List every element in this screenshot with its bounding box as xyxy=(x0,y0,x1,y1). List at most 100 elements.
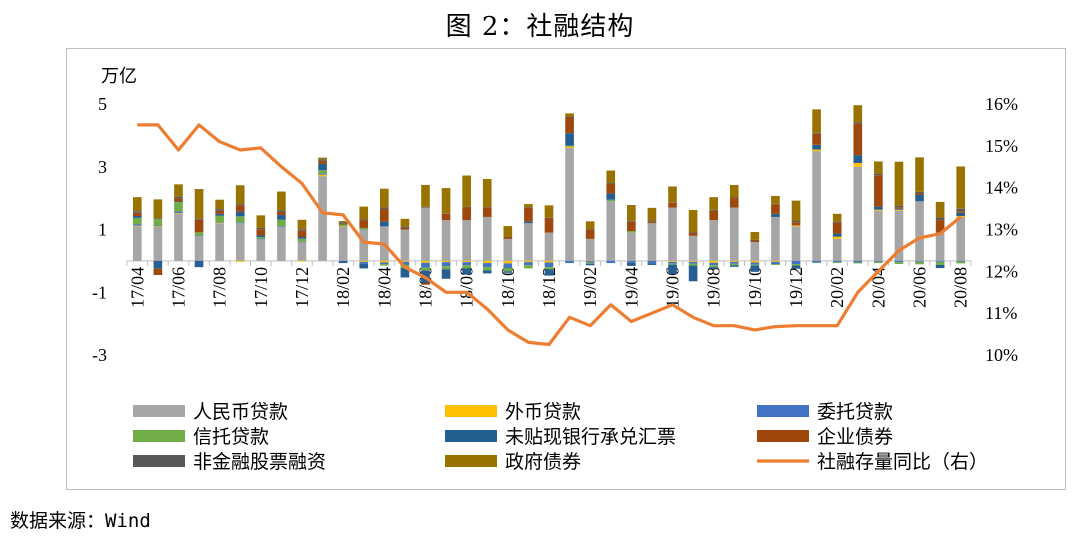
bar-segment xyxy=(874,173,883,176)
bar-segment xyxy=(832,238,842,261)
bar-segment xyxy=(194,232,204,236)
bar-segment xyxy=(215,209,224,211)
bar-segment xyxy=(668,263,677,265)
bar-segment xyxy=(441,213,451,221)
x-tick-label: 19/10 xyxy=(745,267,765,308)
bar-segment xyxy=(277,226,286,227)
bar-segment xyxy=(832,260,842,263)
bar-segment xyxy=(318,174,327,177)
bar-segment xyxy=(791,221,801,223)
bar-segment xyxy=(132,211,142,213)
bar-segment xyxy=(338,222,348,224)
bar-segment xyxy=(668,261,677,264)
legend-label: 外币贷款 xyxy=(505,401,581,423)
bar-segment xyxy=(791,265,801,269)
bar-segment xyxy=(174,201,183,203)
bar-segment xyxy=(297,260,307,262)
bar-segment xyxy=(482,263,492,268)
bar-segment xyxy=(771,213,780,217)
x-tick-label: 19/02 xyxy=(580,267,600,308)
line-layer xyxy=(137,123,962,347)
bar-segment xyxy=(194,189,204,219)
bar-segment xyxy=(688,232,698,233)
bar-segment xyxy=(256,227,266,230)
bar-segment xyxy=(894,262,904,265)
bar-segment xyxy=(503,263,513,269)
bar-segment xyxy=(956,211,966,213)
bar-segment xyxy=(379,260,389,263)
bar-segment xyxy=(215,223,224,261)
y-tick-label: -1 xyxy=(92,282,107,302)
bar-segment xyxy=(482,260,492,264)
bar-segment xyxy=(421,260,430,263)
axis-layer: 万亿 -3 -1 1 3 5 10% 11% 12% 13% 14% 15% 16% 17/04 17/06… xyxy=(92,66,1018,365)
bar-segment xyxy=(956,166,966,209)
bar-segment xyxy=(729,265,739,267)
bar-segment xyxy=(750,260,760,263)
bar-segment xyxy=(318,157,327,160)
bar-segment xyxy=(791,260,801,265)
bar-segment xyxy=(359,227,369,230)
bar-segment xyxy=(771,203,780,205)
bar-segment xyxy=(935,260,945,262)
bar-segment xyxy=(647,222,657,224)
bar-segment xyxy=(606,183,616,185)
bar-segment xyxy=(338,223,348,225)
y2-tick-label: 15% xyxy=(985,136,1018,156)
source-note: 数据来源：Wind xyxy=(10,510,151,532)
x-tick-label: 19/06 xyxy=(663,267,683,308)
bar-segment xyxy=(647,207,657,221)
bar-segment xyxy=(524,262,533,266)
bar-segment xyxy=(544,232,554,261)
bar-segment xyxy=(524,204,533,208)
bar-segment xyxy=(153,218,163,220)
bar-segment xyxy=(174,211,183,214)
bar-segment xyxy=(482,207,492,217)
bar-segment xyxy=(441,262,451,267)
bar-segment xyxy=(215,222,224,224)
bar-segment xyxy=(709,262,719,266)
bar-segment xyxy=(627,262,636,266)
x-tick-label: 20/06 xyxy=(910,267,930,308)
bar-segment xyxy=(812,133,821,145)
bar-segment xyxy=(524,207,533,208)
figure-title: 图 2：社融结构 xyxy=(445,12,635,42)
legend-label: 人民币贷款 xyxy=(193,401,288,423)
bar-segment xyxy=(874,209,883,211)
bar-segment xyxy=(256,238,266,261)
bar-segment xyxy=(585,238,595,261)
chart-canvas: 万亿 -3 -1 1 3 5 10% 11% 12% 13% 14% 15% 16% 17/04 17/06… xyxy=(92,66,1018,473)
bar-segment xyxy=(318,173,327,175)
bar-segment xyxy=(318,160,327,164)
bar-segment xyxy=(400,268,410,278)
x-tick-label: 18/04 xyxy=(374,267,394,308)
bar-segment xyxy=(215,221,224,223)
bar-segment xyxy=(565,113,574,117)
bar-segment xyxy=(627,231,636,233)
bar-segment xyxy=(956,261,966,264)
bar-segment xyxy=(668,260,677,262)
bar-segment xyxy=(338,226,348,227)
bar-segment xyxy=(771,195,780,204)
y2-tick-label: 13% xyxy=(985,220,1018,240)
legend-label: 社融存量同比（右） xyxy=(817,451,988,473)
y2-tick-label: 11% xyxy=(985,303,1017,323)
bar-segment xyxy=(174,184,183,197)
bar-segment xyxy=(194,219,204,233)
bar-segment xyxy=(956,212,966,217)
bar-segment xyxy=(174,213,183,214)
legend-label: 企业债券 xyxy=(817,426,893,448)
bar-segment xyxy=(647,263,657,265)
bar-segment xyxy=(771,260,780,262)
bar-segment xyxy=(441,213,451,214)
bar-segment xyxy=(503,238,513,261)
bar-segment xyxy=(194,260,204,268)
bar-segment xyxy=(688,232,698,236)
bar-segment xyxy=(894,205,904,208)
bar-segment xyxy=(359,219,369,221)
bar-segment xyxy=(585,262,595,264)
bar-segment xyxy=(544,262,554,268)
bar-segment xyxy=(441,266,451,270)
bar-segment xyxy=(771,204,780,214)
bar-segment xyxy=(544,260,554,263)
